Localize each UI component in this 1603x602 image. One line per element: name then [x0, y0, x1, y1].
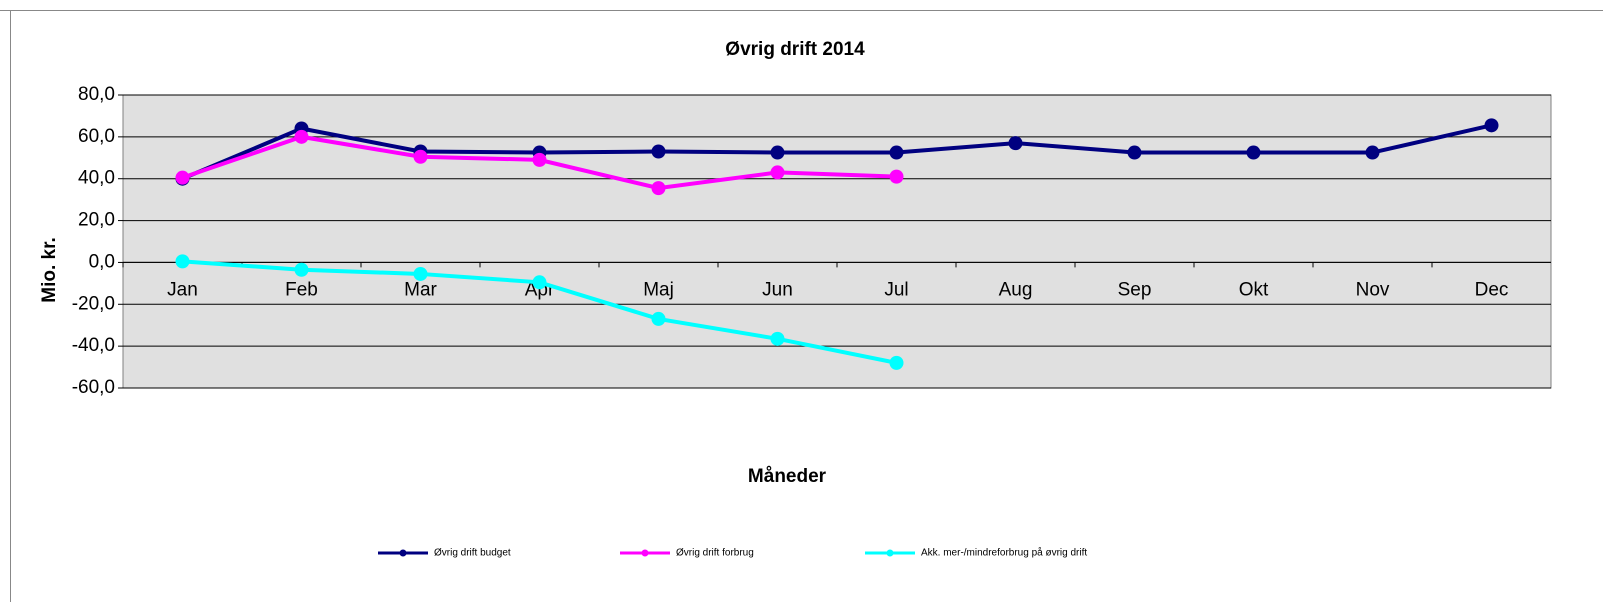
- data-point: [889, 145, 904, 160]
- x-tick-label: Aug: [999, 279, 1033, 300]
- x-tick-label: Nov: [1356, 279, 1390, 300]
- data-point: [532, 152, 547, 167]
- y-tick-label: 60,0: [78, 126, 115, 147]
- chart-title: Øvrig drift 2014: [725, 39, 865, 60]
- data-point: [770, 165, 785, 180]
- data-point: [770, 331, 785, 346]
- data-point: [1008, 136, 1023, 151]
- data-point: [175, 254, 190, 269]
- data-point: [770, 145, 785, 160]
- data-point: [1127, 145, 1142, 160]
- legend-marker: [399, 549, 407, 557]
- legend-label: Akk. mer-/mindreforbrug på øvrig drift: [921, 547, 1087, 559]
- y-tick-label: 80,0: [78, 84, 115, 105]
- y-tick-label: 0,0: [89, 251, 115, 272]
- legend-label: Øvrig drift forbrug: [676, 548, 754, 559]
- x-tick-label: Mar: [404, 279, 437, 300]
- x-axis-title: Måneder: [748, 466, 827, 487]
- y-tick-label: 20,0: [78, 210, 115, 231]
- data-point: [651, 181, 666, 196]
- y-axis-title: Mio. kr.: [39, 237, 60, 302]
- x-tick-label: Jan: [167, 279, 198, 300]
- x-tick-label: Jul: [884, 279, 908, 300]
- y-tick-label: -40,0: [72, 335, 115, 356]
- x-tick-label: Jun: [762, 279, 793, 300]
- legend-marker: [886, 549, 894, 557]
- x-tick-label: Feb: [285, 279, 318, 300]
- y-tick-label: 40,0: [78, 168, 115, 189]
- data-point: [651, 144, 666, 159]
- y-tick-label: -60,0: [72, 377, 115, 398]
- data-point: [413, 149, 428, 164]
- legend-label: Øvrig drift budget: [434, 548, 511, 559]
- data-point: [1484, 118, 1499, 133]
- x-tick-label: Okt: [1239, 279, 1269, 300]
- series-line: [181, 123, 1492, 181]
- plot-area: [122, 94, 1552, 389]
- x-tick-label: Maj: [643, 279, 674, 300]
- legend-marker: [641, 549, 649, 557]
- data-point: [1246, 145, 1261, 160]
- x-tick-label: Dec: [1475, 279, 1509, 300]
- y-tick-label: -20,0: [72, 293, 115, 314]
- data-point: [532, 275, 547, 290]
- data-point: [294, 262, 309, 277]
- data-point: [413, 266, 428, 281]
- data-point: [1365, 145, 1380, 160]
- data-point: [651, 311, 666, 326]
- x-tick-label: Sep: [1118, 279, 1152, 300]
- data-point: [175, 170, 190, 185]
- data-point: [294, 129, 309, 144]
- data-point: [889, 355, 904, 370]
- data-point: [889, 169, 904, 184]
